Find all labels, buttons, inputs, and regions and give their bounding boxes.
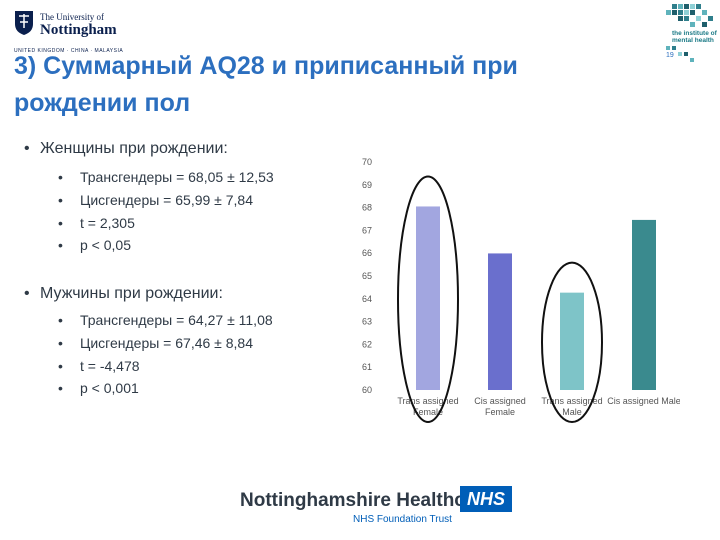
bar <box>416 206 440 390</box>
x-tick-label: Cis assigned Male <box>607 396 680 406</box>
title-line-2: рождении пол <box>14 89 191 117</box>
crest-icon <box>15 11 33 35</box>
bar <box>488 253 512 390</box>
x-tick-label: Trans assigned <box>397 396 458 406</box>
y-tick-label: 66 <box>362 248 372 258</box>
highlight-ellipse <box>397 175 459 423</box>
nhs-trust-logo: Nottinghamshire Healthcare NHS NHS Found… <box>240 486 520 526</box>
university-name: Nottingham <box>40 22 117 38</box>
bar <box>632 219 656 390</box>
y-tick-label: 64 <box>362 294 372 304</box>
y-tick-label: 63 <box>362 317 372 327</box>
y-tick-label: 68 <box>362 203 372 213</box>
y-tick-label: 61 <box>362 362 372 372</box>
nhs-badge: NHS <box>460 486 512 512</box>
y-tick-label: 60 <box>362 385 372 395</box>
x-tick-label: Male <box>562 407 582 417</box>
y-tick-label: 69 <box>362 180 372 190</box>
bar <box>560 292 584 390</box>
university-countries: UNITED KINGDOM · CHINA · MALAYSIA <box>14 48 124 54</box>
org-name: Nottinghamshire Healthcare <box>240 490 494 511</box>
highlight-ellipse <box>541 261 603 424</box>
y-tick-label: 70 <box>362 157 372 167</box>
female-heading: • Женщины при рождении: <box>24 140 228 157</box>
x-tick-label: Female <box>485 407 515 417</box>
mosaic-icon <box>666 4 713 62</box>
y-tick-label: 65 <box>362 271 372 281</box>
x-tick-label: Cis assigned <box>474 396 526 406</box>
university-logo: The University of Nottingham UNITED KING… <box>14 8 134 54</box>
male-heading: • Мужчины при рождении: <box>24 285 223 302</box>
y-tick-label: 62 <box>362 339 372 349</box>
institute-logo: the institute of mental health 19 <box>658 0 720 70</box>
university-prefix: The University of <box>40 12 104 22</box>
slide-number: 19 <box>666 52 674 59</box>
institute-name: the institute of mental health <box>672 30 717 44</box>
x-tick-label: Female <box>413 407 443 417</box>
trust-name: NHS Foundation Trust <box>353 514 452 525</box>
y-tick-label: 67 <box>362 225 372 235</box>
x-tick-label: Trans assigned <box>541 396 602 406</box>
slide-title: 3) Суммарный AQ28 и приписанный при рожд… <box>14 48 664 122</box>
title-line-1: 3) Суммарный AQ28 и приписанный при <box>14 52 518 80</box>
